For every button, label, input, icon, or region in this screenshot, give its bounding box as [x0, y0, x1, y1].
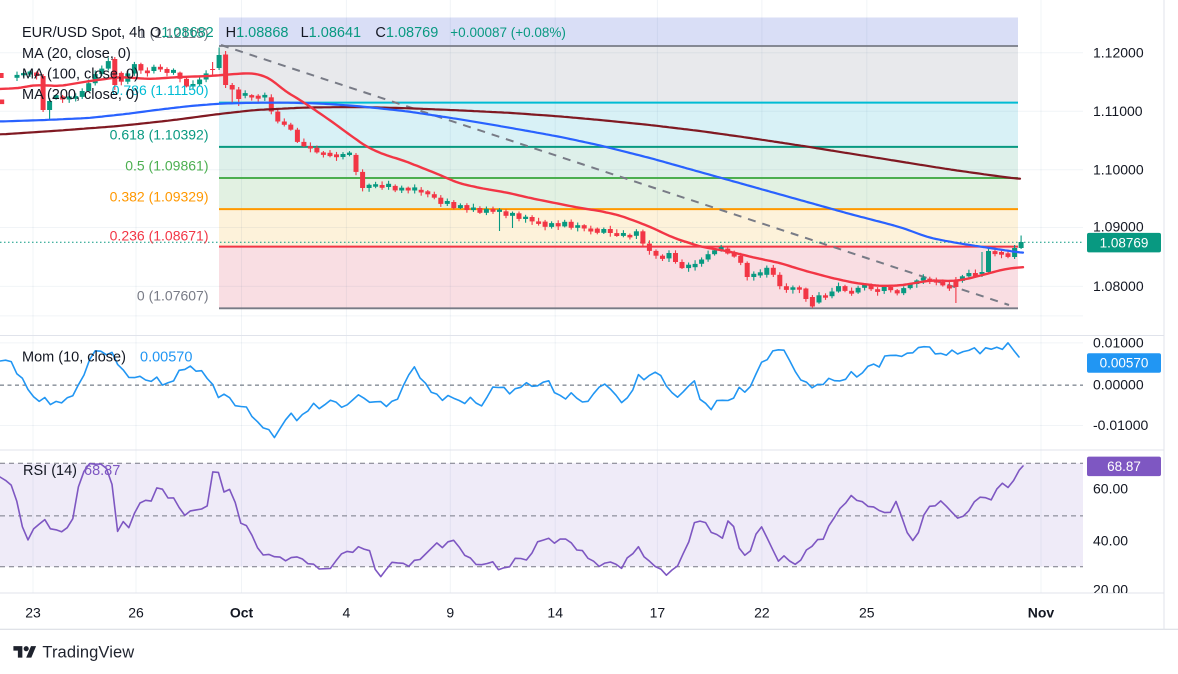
svg-text:Mom (10, close): Mom (10, close): [22, 350, 126, 366]
svg-text:Oct: Oct: [230, 605, 254, 621]
svg-text:H1.08868: H1.08868: [226, 25, 289, 41]
svg-text:Nov: Nov: [1028, 605, 1055, 621]
svg-text:C1.08769: C1.08769: [375, 25, 438, 41]
svg-text:1.09000: 1.09000: [1093, 219, 1144, 235]
svg-text:4: 4: [343, 605, 351, 621]
svg-text:0.00570: 0.00570: [140, 350, 192, 366]
svg-text:0.618 (1.10392): 0.618 (1.10392): [110, 126, 209, 142]
svg-text:0.786 (1.11150): 0.786 (1.11150): [112, 82, 209, 98]
svg-text:L1.08641: L1.08641: [301, 25, 362, 41]
svg-text:RSI (14): RSI (14): [23, 463, 77, 479]
svg-text:-0.01000: -0.01000: [1093, 417, 1148, 433]
svg-text:1.11000: 1.11000: [1093, 103, 1143, 119]
svg-text:MA (100, close, 0): MA (100, close, 0): [22, 67, 139, 83]
svg-text:23: 23: [25, 605, 41, 621]
svg-text:26: 26: [128, 605, 144, 621]
svg-text:68.87: 68.87: [84, 463, 120, 479]
svg-text:0.01000: 0.01000: [1093, 334, 1144, 350]
svg-text:9: 9: [446, 605, 454, 621]
svg-text:1.08000: 1.08000: [1093, 278, 1144, 294]
svg-text:60.00: 60.00: [1093, 481, 1128, 497]
svg-text:1 (1.12115): 1 (1.12115): [138, 25, 209, 41]
svg-text:68.87: 68.87: [1107, 459, 1141, 474]
svg-text:14: 14: [547, 605, 563, 621]
svg-text:EUR/USD Spot, 4h: EUR/USD Spot, 4h: [22, 25, 145, 41]
svg-text:0.382 (1.09329): 0.382 (1.09329): [110, 189, 209, 205]
svg-text:MA (200, close, 0): MA (200, close, 0): [22, 87, 139, 103]
svg-text:22: 22: [754, 605, 770, 621]
svg-text:+0.00087 (+0.08%): +0.00087 (+0.08%): [450, 25, 566, 40]
svg-text:0 (1.07607): 0 (1.07607): [137, 287, 209, 303]
svg-text:20.00: 20.00: [1093, 582, 1128, 598]
svg-text:1.12000: 1.12000: [1093, 44, 1144, 60]
svg-text:TradingView: TradingView: [42, 644, 134, 662]
svg-text:0.236 (1.08671): 0.236 (1.08671): [110, 227, 209, 243]
svg-text:1.08769: 1.08769: [1100, 235, 1149, 250]
svg-text:0.5 (1.09861): 0.5 (1.09861): [125, 157, 208, 173]
svg-text:O1.08682: O1.08682: [150, 25, 214, 41]
svg-text:MA (20, close, 0): MA (20, close, 0): [22, 46, 131, 62]
svg-text:1.10000: 1.10000: [1093, 161, 1144, 177]
svg-text:25: 25: [859, 605, 875, 621]
svg-text:40.00: 40.00: [1093, 532, 1128, 548]
svg-text:17: 17: [650, 605, 666, 621]
svg-text:0.00000: 0.00000: [1093, 377, 1144, 393]
svg-text:0.00570: 0.00570: [1100, 356, 1149, 371]
